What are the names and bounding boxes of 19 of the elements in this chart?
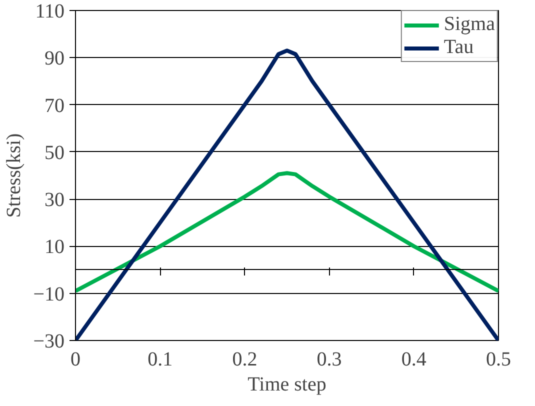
- y-tick-label: 50: [44, 142, 64, 164]
- y-axis-title: Stress(ksi): [3, 133, 26, 218]
- x-tick-label: 0.5: [486, 348, 511, 370]
- y-tick-label: 70: [44, 94, 64, 117]
- x-tick-label: 0.1: [148, 348, 173, 370]
- y-tick-label: 90: [44, 48, 64, 70]
- y-tick-label: 30: [44, 189, 64, 212]
- y-tick-label: −10: [33, 283, 64, 306]
- legend-label: Tau: [444, 36, 474, 59]
- y-tick-label: −30: [33, 330, 64, 352]
- line-series: [76, 171, 498, 293]
- x-tick-label: 0.2: [232, 348, 258, 370]
- x-tick-label: 0.4: [401, 348, 426, 370]
- legend-label: Sigma: [444, 13, 495, 36]
- x-tick-label: 0: [70, 348, 80, 370]
- x-axis-title: Time step: [248, 374, 326, 396]
- y-tick-label: 110: [35, 0, 65, 22]
- x-tick-label: 0.3: [316, 348, 342, 370]
- y-tick-label: 10: [44, 236, 64, 258]
